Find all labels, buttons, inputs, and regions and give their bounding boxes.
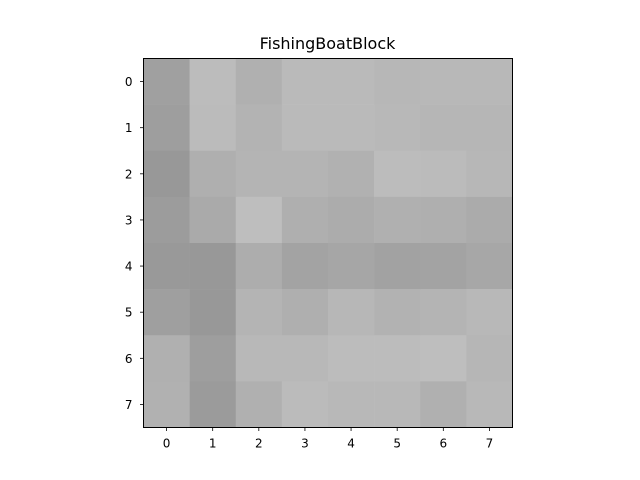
heatmap-cell-r5-c2 [235, 289, 283, 336]
heatmap-cell-r7-c4 [328, 381, 375, 428]
heatmap-cell-r5-c3 [281, 289, 329, 336]
heatmap-cell-r5-c0 [143, 289, 190, 336]
y-tick-label: 2 [125, 167, 133, 181]
heatmap-cell-r2-c6 [420, 150, 467, 198]
heatmap-cell-r5-c6 [420, 289, 467, 336]
x-tick-label: 5 [393, 437, 401, 451]
x-tick-label: 0 [163, 437, 171, 451]
heatmap-cell-r3-c6 [420, 196, 467, 244]
heatmap-cell-r6-c6 [420, 335, 467, 382]
heatmap-cell-r3-c2 [235, 196, 283, 244]
heatmap-cell-r4-c3 [281, 243, 329, 290]
heatmap-cell-r1-c6 [420, 104, 467, 152]
heatmap-cell-r5-c1 [189, 289, 237, 336]
heatmap-cell-r6-c1 [189, 335, 237, 382]
y-tick-label: 7 [125, 398, 133, 412]
x-tick-label: 4 [347, 437, 355, 451]
heatmap-cell-r5-c7 [466, 289, 513, 336]
heatmap-cell-r1-c4 [328, 104, 375, 152]
heatmap-cell-r0-c2 [235, 58, 283, 105]
heatmap-cell-r4-c1 [189, 243, 237, 290]
heatmap-cell-r4-c4 [328, 243, 375, 290]
x-tick-label: 1 [209, 437, 217, 451]
heatmap-cell-r0-c0 [143, 58, 190, 105]
heatmap-cell-r3-c0 [143, 196, 190, 244]
heatmap-cell-r0-c5 [374, 58, 421, 105]
heatmap-cell-r2-c0 [143, 150, 190, 198]
heatmap-cell-r4-c7 [466, 243, 513, 290]
heatmap-cell-r4-c2 [235, 243, 283, 290]
heatmap-cell-r2-c3 [281, 150, 329, 198]
heatmap-cell-r1-c7 [466, 104, 513, 152]
heatmap-cells [143, 58, 513, 428]
heatmap-cell-r7-c6 [420, 381, 467, 428]
heatmap-cell-r5-c4 [328, 289, 375, 336]
chart-title: FishingBoatBlock [260, 34, 397, 53]
heatmap-cell-r2-c7 [466, 150, 513, 198]
y-tick-label: 3 [125, 213, 133, 227]
heatmap-cell-r2-c1 [189, 150, 237, 198]
heatmap-cell-r7-c7 [466, 381, 513, 428]
heatmap-cell-r7-c1 [189, 381, 237, 428]
heatmap-cell-r1-c2 [235, 104, 283, 152]
heatmap-cell-r6-c3 [281, 335, 329, 382]
heatmap-cell-r3-c3 [281, 196, 329, 244]
heatmap-cell-r0-c6 [420, 58, 467, 105]
x-tick-label: 3 [301, 437, 309, 451]
y-tick-label: 4 [125, 260, 133, 274]
heatmap-cell-r2-c5 [374, 150, 421, 198]
heatmap-cell-r0-c7 [466, 58, 513, 105]
y-axis: 0 1 2 3 4 5 6 7 [125, 75, 144, 412]
heatmap-cell-r3-c4 [328, 196, 375, 244]
heatmap-cell-r4-c0 [143, 243, 190, 290]
heatmap-cell-r3-c7 [466, 196, 513, 244]
heatmap-cell-r3-c1 [189, 196, 237, 244]
heatmap-cell-r6-c5 [374, 335, 421, 382]
heatmap-cell-r1-c0 [143, 104, 190, 152]
heatmap-cell-r2-c4 [328, 150, 375, 198]
x-tick-label: 7 [486, 437, 494, 451]
heatmap-cell-r1-c3 [281, 104, 329, 152]
heatmap-cell-r1-c1 [189, 104, 237, 152]
y-tick-label: 1 [125, 121, 133, 135]
y-tick-label: 5 [125, 306, 133, 320]
heatmap-cell-r3-c5 [374, 196, 421, 244]
heatmap-cell-r6-c2 [235, 335, 283, 382]
plot-frame [143, 58, 513, 428]
heatmap-cell-r6-c4 [328, 335, 375, 382]
x-tick-label: 2 [255, 437, 263, 451]
y-tick-label: 0 [125, 75, 133, 89]
heatmap-cell-r2-c2 [235, 150, 283, 198]
heatmap-cell-r7-c2 [235, 381, 283, 428]
heatmap-cell-r0-c4 [328, 58, 375, 105]
heatmap-cell-r1-c5 [374, 104, 421, 152]
heatmap-cell-r0-c1 [189, 58, 237, 105]
heatmap-cell-r4-c5 [374, 243, 421, 290]
y-tick-label: 6 [125, 352, 133, 366]
heatmap-cell-r5-c5 [374, 289, 421, 336]
heatmap-cell-r7-c3 [281, 381, 329, 428]
heatmap-cell-r7-c5 [374, 381, 421, 428]
heatmap-cell-r6-c0 [143, 335, 190, 382]
heatmap-cell-r4-c6 [420, 243, 467, 290]
x-axis: 0 1 2 3 4 5 6 7 [163, 427, 494, 451]
heatmap-cell-r6-c7 [466, 335, 513, 382]
heatmap-cell-r7-c0 [143, 381, 190, 428]
heatmap-cell-r0-c3 [281, 58, 329, 105]
x-tick-label: 6 [439, 437, 447, 451]
